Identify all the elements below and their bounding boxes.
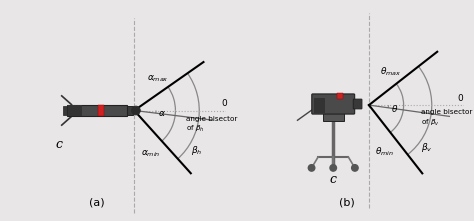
Circle shape: [330, 165, 337, 171]
Text: $\alpha_{max}$: $\alpha_{max}$: [147, 73, 169, 84]
Text: $\theta$: $\theta$: [391, 103, 398, 114]
Text: angle bisector
of $\beta_v$: angle bisector of $\beta_v$: [421, 109, 472, 128]
FancyBboxPatch shape: [312, 94, 355, 114]
Circle shape: [352, 165, 358, 171]
Bar: [67, 105, 127, 116]
Bar: [98, 105, 104, 116]
Text: angle bisector
of $\beta_h$: angle bisector of $\beta_h$: [186, 116, 237, 134]
Text: $\theta_{min}$: $\theta_{min}$: [375, 146, 394, 158]
Text: c: c: [55, 138, 62, 151]
Bar: [314, 97, 325, 113]
Text: (b): (b): [339, 198, 355, 208]
Bar: [67, 105, 82, 116]
Text: $\theta_{max}$: $\theta_{max}$: [380, 66, 401, 78]
FancyBboxPatch shape: [353, 99, 362, 109]
Text: 0: 0: [221, 99, 227, 108]
Text: $\alpha_{min}$: $\alpha_{min}$: [141, 149, 160, 160]
Text: $\beta_h$: $\beta_h$: [191, 144, 202, 157]
Bar: [323, 113, 344, 121]
Text: (a): (a): [89, 198, 104, 208]
Circle shape: [308, 165, 315, 171]
Text: c: c: [330, 173, 337, 186]
Bar: [63, 106, 67, 115]
Text: $\alpha$: $\alpha$: [158, 109, 166, 118]
Circle shape: [132, 106, 140, 115]
Text: 0: 0: [458, 94, 464, 103]
Text: $\beta_v$: $\beta_v$: [421, 141, 433, 154]
Bar: [337, 93, 343, 99]
Bar: [127, 106, 133, 115]
